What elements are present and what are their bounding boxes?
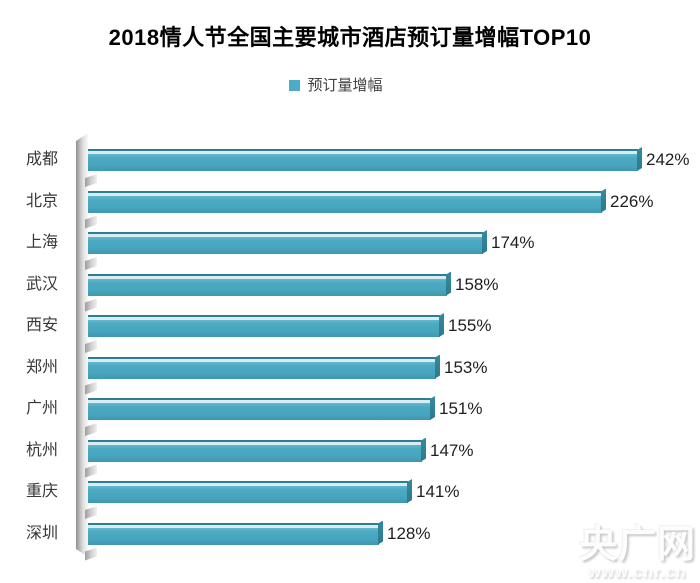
bar-segment	[88, 481, 408, 503]
value-label: 226%	[610, 191, 654, 211]
value-label: 158%	[455, 274, 499, 294]
chart-row: 上海 174%	[0, 223, 700, 265]
bar-end-cap	[439, 313, 444, 337]
wall-step-decoration	[85, 506, 97, 519]
value-label: 141%	[416, 482, 460, 501]
chart-row: 郑州 153%	[0, 348, 700, 390]
bar-segment	[88, 273, 447, 296]
bar-segment	[88, 356, 436, 379]
chart-row: 杭州 147%	[0, 431, 700, 473]
wall-step-decoration	[85, 299, 97, 312]
chart-row: 北京 226%	[0, 182, 700, 224]
bar-end-cap	[601, 189, 606, 213]
legend-label: 预订量增幅	[307, 77, 383, 94]
wall-step-decoration	[85, 257, 97, 270]
wall-step-decoration	[85, 340, 97, 353]
wall-step-decoration	[85, 465, 97, 478]
value-label: 151%	[439, 399, 483, 418]
bar-segment	[88, 398, 431, 420]
value-label: 242%	[646, 150, 690, 169]
bar-segment	[88, 439, 422, 462]
bar-end-cap	[435, 355, 440, 379]
watermark-url: www.cnr.cn	[588, 564, 687, 581]
bar-end-cap	[446, 272, 451, 296]
category-label: 深圳	[25, 524, 58, 542]
value-label: 153%	[444, 357, 488, 377]
bar-end-cap	[421, 438, 426, 462]
wall-step-decoration	[85, 423, 97, 436]
bar-end-cap	[378, 521, 383, 545]
wall-step-decoration	[85, 382, 97, 395]
category-label: 杭州	[25, 441, 58, 459]
chart-row: 西安 155%	[0, 306, 700, 348]
wall-step-decoration	[85, 548, 97, 561]
value-label: 128%	[387, 523, 431, 543]
category-label: 上海	[25, 234, 58, 251]
bar-segment	[88, 190, 602, 213]
bar-end-cap	[637, 147, 642, 171]
bar-end-cap	[407, 479, 412, 503]
legend: 预订量增幅	[0, 77, 686, 94]
bar-end-cap	[430, 396, 435, 420]
chart-row: 成都 242%	[0, 140, 700, 182]
category-label: 重庆	[25, 483, 58, 500]
category-label: 武汉	[25, 275, 58, 293]
wall-step-decoration	[85, 174, 97, 187]
chart-row: 深圳 128%	[0, 514, 700, 556]
axis-wall-3d	[76, 133, 88, 557]
chart-row: 广州 151%	[0, 389, 700, 431]
bar-end-cap	[482, 230, 487, 254]
value-label: 147%	[430, 440, 474, 460]
bar-segment	[88, 232, 483, 254]
value-label: 155%	[448, 316, 492, 335]
legend-swatch-icon	[289, 80, 301, 91]
chart-row: 重庆 141%	[0, 472, 700, 514]
category-label: 成都	[25, 151, 58, 168]
bar-segment	[88, 522, 379, 545]
wall-step-decoration	[85, 216, 97, 229]
value-label: 174%	[491, 233, 535, 252]
chart-title: 2018情人节全国主要城市酒店预订量增幅TOP10	[108, 25, 592, 50]
plot-area: 成都 242% 北京 226% 上海 174% 武汉 158% 西安 155% 郑州 153% 广州 15…	[0, 140, 700, 560]
category-label: 北京	[25, 192, 58, 210]
bar-segment	[88, 149, 638, 171]
category-label: 郑州	[25, 358, 58, 376]
bar-segment	[88, 315, 440, 337]
category-label: 广州	[25, 400, 58, 417]
category-label: 西安	[25, 317, 58, 334]
chart-row: 武汉 158%	[0, 265, 700, 307]
